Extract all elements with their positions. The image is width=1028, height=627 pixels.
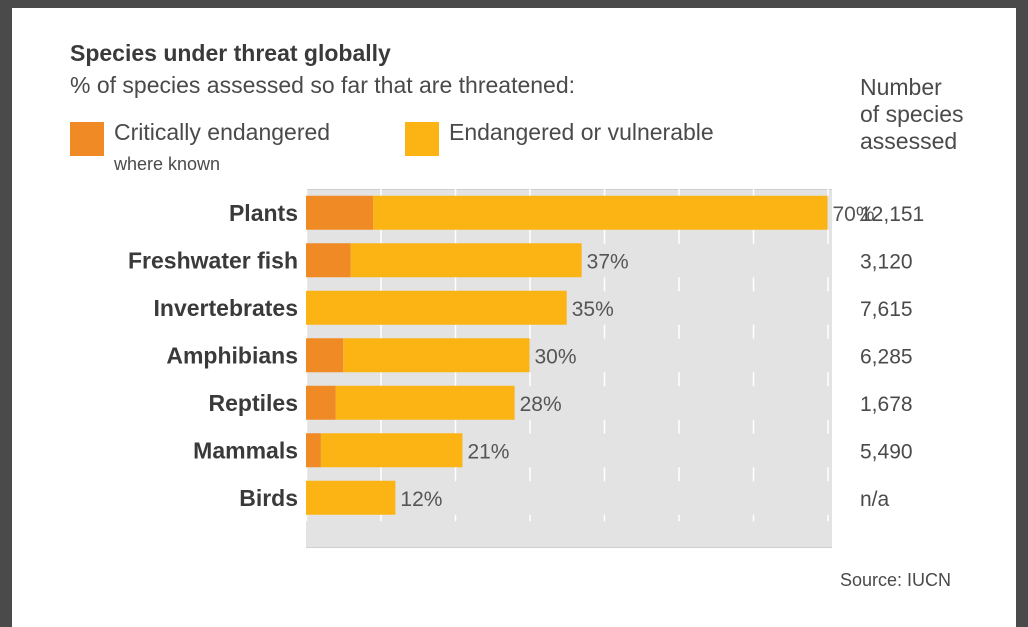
value-label: 12% — [400, 488, 442, 511]
bar-endangered — [373, 195, 828, 230]
bar-endangered — [306, 480, 396, 515]
chart-title: Species under threat globally — [70, 40, 391, 66]
count-header-line: Number — [860, 74, 942, 100]
category-label: Reptiles — [209, 390, 298, 416]
bar-critical — [306, 433, 321, 468]
count-header-line: assessed — [860, 128, 958, 154]
species-count: 12,151 — [860, 203, 924, 226]
bar-endangered — [320, 433, 463, 468]
species-count: 5,490 — [860, 440, 913, 463]
legend-label-endangered: Endangered or vulnerable — [449, 119, 714, 145]
value-label: 35% — [572, 298, 614, 321]
chart-svg: Plants 70%12,151 Freshwater fish 37% 3,120 In… — [128, 189, 924, 522]
bar-critical — [306, 338, 344, 373]
value-label: 30% — [535, 345, 577, 368]
value-label: 70% — [833, 203, 875, 226]
chart-subtitle: % of species assessed so far that are th… — [70, 72, 576, 98]
count-column-header: Number of species assessed — [860, 74, 964, 155]
bar-endangered — [306, 290, 567, 325]
bar-critical — [306, 243, 351, 278]
value-label: 28% — [520, 393, 562, 416]
bar-endangered — [343, 338, 530, 373]
chart-panel: Species under threat globally % of speci… — [12, 8, 1016, 627]
bar-critical — [306, 385, 336, 420]
legend-swatch-critical — [70, 122, 104, 156]
legend-swatch-endangered — [405, 122, 439, 156]
bar-endangered — [335, 385, 515, 420]
category-label: Birds — [239, 485, 298, 511]
legend-note-critical: where known — [114, 154, 221, 174]
count-header-line: of species — [860, 101, 964, 127]
bar-endangered — [350, 243, 582, 278]
category-label: Freshwater fish — [128, 247, 298, 273]
species-count: n/a — [860, 488, 890, 511]
species-count: 7,615 — [860, 298, 913, 321]
value-label: 21% — [467, 440, 509, 463]
species-count: 6,285 — [860, 345, 913, 368]
value-label: 37% — [587, 250, 629, 273]
legend-label-critical: Critically endangered — [114, 119, 331, 145]
source-note: Source: IUCN — [840, 570, 952, 590]
category-label: Plants — [229, 200, 298, 226]
category-label: Mammals — [193, 437, 298, 463]
category-label: Amphibians — [166, 342, 298, 368]
category-label: Invertebrates — [154, 295, 298, 321]
species-count: 3,120 — [860, 250, 913, 273]
species-count: 1,678 — [860, 393, 913, 416]
bar-critical — [306, 195, 374, 230]
